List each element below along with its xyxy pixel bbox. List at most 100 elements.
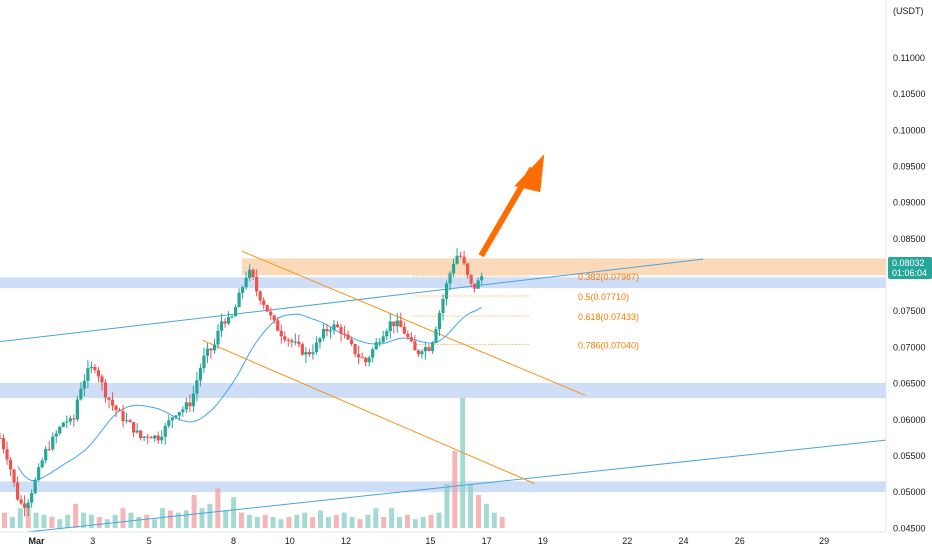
price-tag-countdown: 01:06:04: [892, 268, 927, 278]
trendline: [0, 439, 887, 536]
candle-body: [37, 467, 41, 480]
volume-bar: [96, 516, 102, 528]
candle-body: [124, 420, 129, 422]
candle-body: [15, 482, 20, 500]
volume-bar: [404, 514, 410, 528]
candle-body: [339, 327, 343, 334]
volume-bar: [452, 450, 458, 528]
candle-body: [240, 287, 245, 293]
candle-body: [110, 399, 115, 406]
volume-bar: [57, 519, 63, 528]
candle-body: [128, 420, 132, 423]
candle-body: [202, 355, 206, 369]
arrow-layer: [478, 154, 545, 258]
candle-body: [198, 368, 203, 381]
candle-body: [332, 324, 336, 331]
zones-layer: [0, 258, 886, 493]
candle-body: [451, 263, 456, 274]
candle-body: [40, 460, 44, 468]
volume-bar: [9, 516, 15, 528]
volume-bar: [112, 514, 118, 528]
volume-bar: [254, 516, 260, 528]
price-tick-label: 0.07500: [893, 306, 926, 316]
candle-body: [448, 273, 452, 284]
candle-body: [117, 410, 122, 412]
candle-body: [314, 342, 319, 353]
volume-bar: [262, 514, 268, 528]
time-tick-label: 8: [231, 536, 236, 546]
candle-body: [86, 368, 90, 381]
candle-body: [19, 499, 23, 504]
resistance-zone: [241, 258, 886, 276]
price-tick-label: 0.10000: [893, 125, 926, 135]
currency-label: (USDT): [893, 6, 924, 16]
candle-body: [205, 348, 210, 356]
candle-body: [248, 269, 252, 278]
candle-body: [353, 344, 357, 355]
candle-body: [237, 292, 241, 308]
trendline: [0, 258, 704, 343]
candle-body: [462, 256, 466, 264]
fib-label: 0.5(0.07710): [578, 292, 629, 302]
volume-bar: [81, 512, 86, 528]
lines-layer: [0, 250, 887, 536]
candle-body: [75, 399, 79, 420]
volume-bar: [278, 519, 284, 528]
candle-body: [12, 469, 16, 483]
candle-body: [100, 376, 104, 383]
candle-body: [212, 344, 217, 351]
candle-body: [413, 341, 417, 351]
candle-body: [416, 350, 420, 355]
time-tick-label: 29: [819, 536, 829, 546]
volume-bar: [341, 512, 347, 528]
time-tick-label: 12: [341, 536, 351, 546]
candle-body: [276, 320, 280, 331]
candle-body: [455, 255, 459, 264]
price-tick-label: 0.04500: [893, 523, 926, 533]
volume-bar: [223, 510, 229, 528]
candle-body: [149, 437, 153, 439]
time-tick-label: 19: [538, 536, 548, 546]
candle-body: [167, 420, 171, 426]
volume-bar: [294, 514, 300, 528]
candle-body: [392, 321, 396, 327]
volume-bar: [412, 519, 418, 528]
candle-body: [476, 280, 480, 289]
candle-body: [286, 340, 290, 342]
volume-bar: [88, 514, 94, 528]
volume-bar: [436, 512, 442, 528]
candle-body: [170, 417, 174, 421]
time-tick-label: 17: [482, 536, 492, 546]
price-tick-label: 0.05000: [893, 487, 926, 497]
volume-bar: [491, 512, 497, 528]
candle-body: [244, 277, 248, 288]
fib-label: 0.382(0.07987): [578, 272, 639, 282]
candle-body: [251, 269, 255, 278]
volume-bar: [333, 514, 339, 528]
volume-bar: [270, 516, 276, 528]
candle-body: [272, 315, 276, 321]
volume-bar: [144, 514, 150, 528]
time-tick-label: Mar: [29, 536, 46, 546]
time-tick-label: 3: [90, 536, 95, 546]
volume-bar: [128, 512, 134, 528]
fib-layer: 0.382(0.07987) 0.5(0.07710) 0.618(0.07433)…: [413, 272, 639, 351]
moving-average-line: [17, 306, 482, 482]
price-tag: [888, 257, 932, 279]
candle-body: [230, 316, 234, 318]
candle-body: [160, 436, 164, 441]
volume-bar: [325, 516, 331, 528]
volume-bar: [468, 483, 474, 528]
candle-body: [30, 493, 34, 503]
volume-bar: [215, 488, 221, 528]
candle-body: [61, 422, 65, 427]
candle-body: [219, 321, 224, 331]
candle-body: [153, 435, 157, 439]
candle-body: [93, 366, 97, 371]
volume-bar: [389, 508, 395, 528]
volume-bar: [199, 508, 205, 528]
candle-body: [1, 437, 6, 450]
candle-body: [191, 393, 195, 407]
